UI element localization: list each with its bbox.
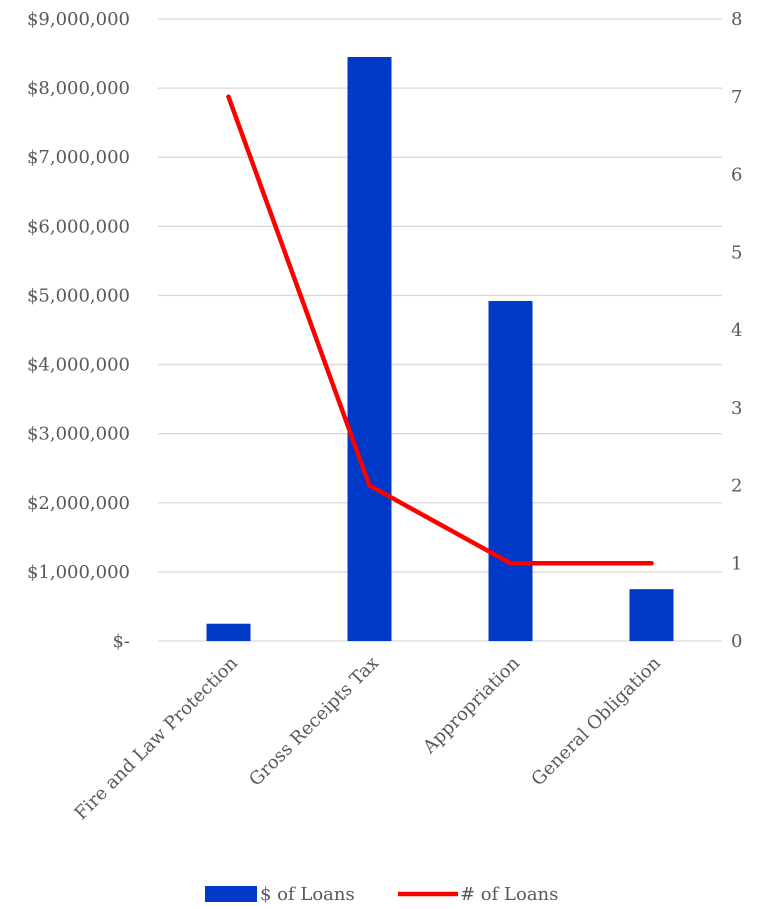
y-right-tick-label: 8 bbox=[731, 9, 742, 30]
y-left-tick-label: $- bbox=[112, 631, 130, 652]
x-category-label: Fire and Law Protection bbox=[71, 652, 243, 824]
x-category-label: Appropriation bbox=[418, 652, 524, 758]
category-axis-labels: Fire and Law Protection Gross Receipts Ta… bbox=[71, 652, 666, 824]
y-left-tick-label: $6,000,000 bbox=[27, 216, 130, 237]
bar bbox=[347, 57, 392, 642]
y-right-tick-label: 3 bbox=[731, 398, 742, 419]
bar bbox=[488, 300, 533, 641]
bar-series bbox=[206, 57, 674, 642]
left-axis-ticks: $- $1,000,000 $2,000,000 $3,000,000 $4,000,0… bbox=[27, 9, 130, 652]
y-left-tick-label: $2,000,000 bbox=[27, 493, 130, 514]
bar bbox=[629, 589, 674, 641]
line-series bbox=[226, 94, 654, 566]
y-left-tick-label: $9,000,000 bbox=[27, 9, 130, 30]
line-series-path bbox=[226, 94, 654, 566]
line-point bbox=[508, 561, 513, 566]
x-category-label: Gross Receipts Tax bbox=[245, 653, 383, 791]
line-point bbox=[649, 561, 654, 566]
y-left-tick-label: $3,000,000 bbox=[27, 424, 130, 445]
gridlines bbox=[158, 18, 722, 642]
y-left-tick-label: $8,000,000 bbox=[27, 78, 130, 99]
y-left-tick-label: $4,000,000 bbox=[27, 355, 130, 376]
bar bbox=[206, 623, 251, 641]
y-right-tick-label: 7 bbox=[731, 87, 742, 108]
y-left-tick-label: $5,000,000 bbox=[27, 285, 130, 306]
y-right-tick-label: 4 bbox=[731, 320, 742, 341]
y-right-tick-label: 0 bbox=[731, 631, 742, 652]
legend-label-line: # of Loans bbox=[460, 884, 558, 905]
y-right-tick-label: 6 bbox=[731, 165, 742, 186]
legend: $ of Loans # of Loans bbox=[205, 884, 558, 905]
y-right-tick-label: 2 bbox=[731, 476, 742, 497]
right-axis-ticks: 0 1 2 3 4 5 6 7 8 bbox=[731, 9, 742, 652]
legend-label-bar: $ of Loans bbox=[260, 884, 355, 905]
y-left-tick-label: $7,000,000 bbox=[27, 147, 130, 168]
y-right-tick-label: 1 bbox=[731, 553, 742, 574]
line-point bbox=[226, 94, 231, 99]
legend-swatch-bar bbox=[205, 886, 257, 902]
x-category-label: General Obligation bbox=[527, 652, 665, 790]
y-right-tick-label: 5 bbox=[731, 242, 742, 263]
y-left-tick-label: $1,000,000 bbox=[27, 562, 130, 583]
line-point bbox=[367, 483, 372, 488]
